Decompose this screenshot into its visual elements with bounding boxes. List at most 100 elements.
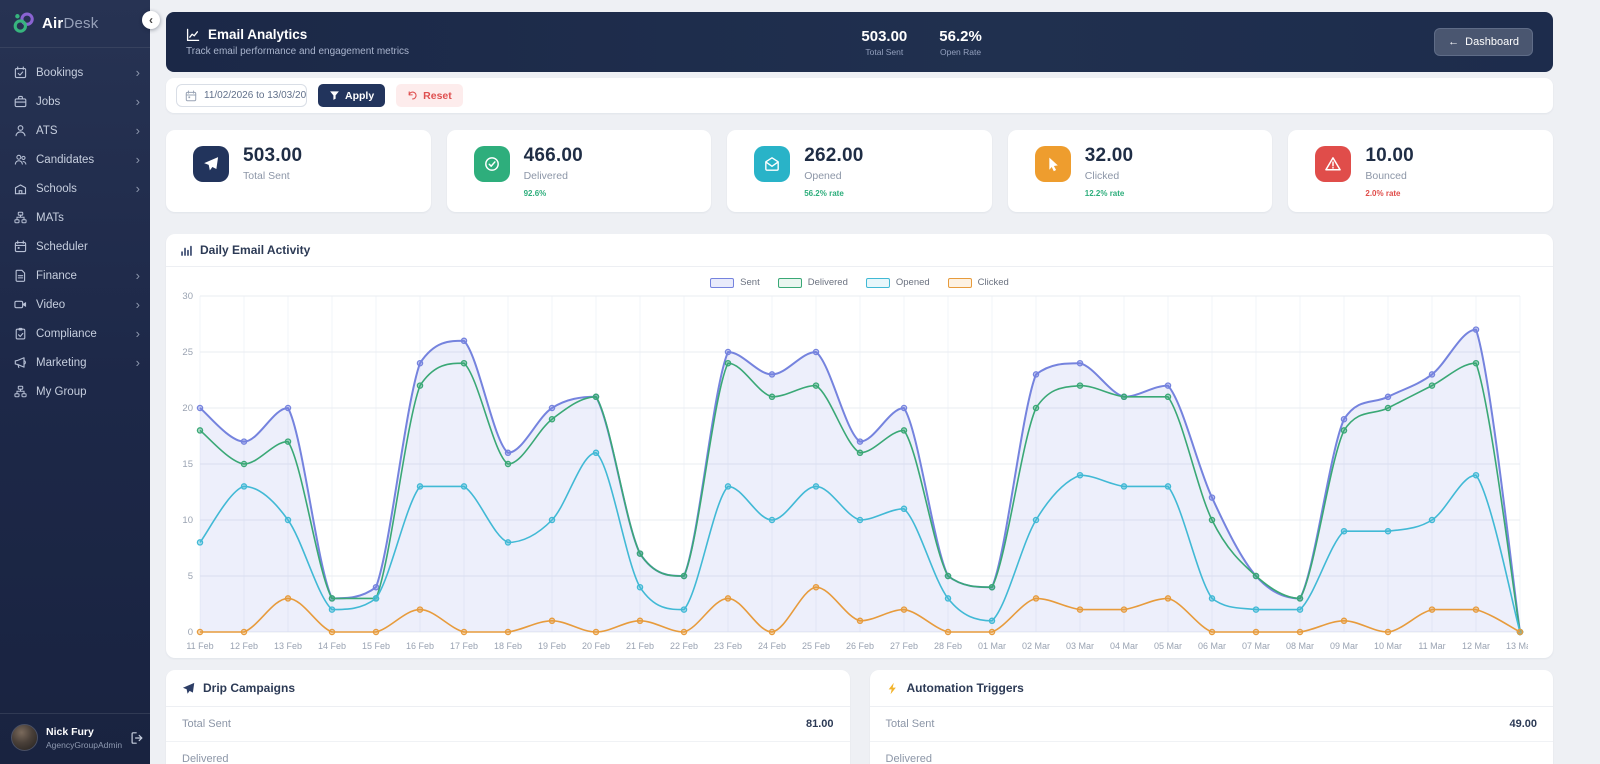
video-icon xyxy=(14,298,27,311)
stat-rate: 12.2% rate xyxy=(1084,189,1125,198)
chart-line-icon xyxy=(186,28,200,42)
sidebar-item-compliance[interactable]: Compliance › xyxy=(0,319,150,348)
sidebar-item-label: MATs xyxy=(36,211,64,224)
user-name: Nick Fury xyxy=(46,725,94,738)
users-icon xyxy=(14,153,27,166)
svg-text:25: 25 xyxy=(182,347,193,358)
reset-button[interactable]: Reset xyxy=(396,84,463,107)
svg-text:06 Mar: 06 Mar xyxy=(1198,641,1226,651)
panel-row-label: Total Sent xyxy=(885,718,935,730)
svg-text:21 Feb: 21 Feb xyxy=(626,641,654,651)
sidebar-item-label: Marketing xyxy=(36,356,87,369)
svg-text:13 Mar: 13 Mar xyxy=(1506,641,1528,651)
panel-row-label: Delivered xyxy=(885,753,932,764)
svg-text:5: 5 xyxy=(188,571,193,582)
dashboard-button[interactable]: ← Dashboard xyxy=(1434,28,1533,56)
user-role: AgencyGroupAdmin xyxy=(46,739,123,750)
calendar-icon xyxy=(185,90,197,102)
sidebar-item-jobs[interactable]: Jobs › xyxy=(0,87,150,116)
svg-text:24 Feb: 24 Feb xyxy=(758,641,786,651)
svg-text:28 Feb: 28 Feb xyxy=(934,641,962,651)
panel-drip-campaigns: Drip Campaigns Total Sent 81.00 Delivere… xyxy=(166,670,850,764)
page-header: Email Analytics Track email performance … xyxy=(166,12,1553,72)
header-stat-total-sent: 503.00 Total Sent xyxy=(861,28,907,57)
panel-row-label: Delivered xyxy=(182,753,229,764)
megaphone-icon xyxy=(14,356,27,369)
daily-email-activity-chart: 0 5 10 15 20 25 30 11 Feb 12 Feb 13 Feb 14 Feb 15 F… xyxy=(182,291,1528,651)
sign-out-icon[interactable] xyxy=(130,731,144,745)
envelope-open-icon xyxy=(754,146,791,182)
svg-text:12 Feb: 12 Feb xyxy=(230,641,258,651)
legend-item-clicked[interactable]: Clicked xyxy=(947,277,1009,288)
clipboard-check-icon xyxy=(14,327,27,340)
svg-text:30: 30 xyxy=(182,291,193,302)
paper-plane-icon xyxy=(182,682,195,695)
stat-cards-row: 503.00 Total Sent 466.00 Delivered 92.6%… xyxy=(166,130,1553,212)
sidebar-item-scheduler[interactable]: Scheduler xyxy=(0,232,150,261)
calendar-check-icon xyxy=(14,66,27,79)
sidebar-item-my-group[interactable]: My Group xyxy=(0,377,150,406)
stat-value: 262.00 xyxy=(804,145,864,166)
sidebar-collapse-button[interactable]: ‹ xyxy=(142,11,160,29)
svg-text:15 Feb: 15 Feb xyxy=(362,641,390,651)
sidebar-item-marketing[interactable]: Marketing › xyxy=(0,348,150,377)
legend-item-delivered[interactable]: Delivered xyxy=(777,277,848,288)
svg-text:13 Feb: 13 Feb xyxy=(274,641,302,651)
legend-swatch xyxy=(947,277,972,288)
header-stat-label: Total Sent xyxy=(865,46,904,57)
header-stat-label: Open Rate xyxy=(939,46,982,57)
chevron-right-icon: › xyxy=(135,123,140,138)
chevron-right-icon: › xyxy=(135,297,140,312)
sidebar-item-bookings[interactable]: Bookings › xyxy=(0,58,150,87)
chevron-right-icon: › xyxy=(135,355,140,370)
legend-label: Delivered xyxy=(807,277,848,288)
svg-text:26 Feb: 26 Feb xyxy=(846,641,874,651)
header-stats: 503.00 Total Sent 56.2% Open Rate xyxy=(409,28,1434,57)
svg-text:04 Mar: 04 Mar xyxy=(1110,641,1138,651)
sidebar-item-video[interactable]: Video › xyxy=(0,290,150,319)
sidebar-item-label: Jobs xyxy=(36,95,61,108)
legend-swatch xyxy=(777,277,802,288)
svg-text:08 Mar: 08 Mar xyxy=(1286,641,1314,651)
sidebar-user: Nick Fury AgencyGroupAdmin xyxy=(0,713,150,764)
apply-button[interactable]: Apply xyxy=(318,84,386,107)
sidebar-nav: Bookings › Jobs › ATS › Candidates › Schools › MAT… xyxy=(0,48,150,713)
sidebar-item-mats[interactable]: MATs xyxy=(0,203,150,232)
panel-row-label: Total Sent xyxy=(182,718,231,730)
sidebar-item-finance[interactable]: Finance › xyxy=(0,261,150,290)
sidebar-item-schools[interactable]: Schools › xyxy=(0,174,150,203)
sidebar-item-label: Scheduler xyxy=(36,240,88,253)
svg-text:12 Mar: 12 Mar xyxy=(1462,641,1490,651)
stat-value: 32.00 xyxy=(1084,145,1134,166)
svg-text:18 Feb: 18 Feb xyxy=(494,641,522,651)
sidebar-item-candidates[interactable]: Candidates › xyxy=(0,145,150,174)
legend-item-opened[interactable]: Opened xyxy=(865,277,930,288)
panel-automation-triggers: Automation Triggers Total Sent 49.00 Del… xyxy=(869,670,1553,764)
chevron-right-icon: › xyxy=(135,94,140,109)
sidebar: AirDesk Bookings › Jobs › ATS › Candidates › Sch… xyxy=(0,0,150,764)
stat-card-opened: 262.00 Opened 56.2% rate xyxy=(727,130,992,212)
svg-text:03 Mar: 03 Mar xyxy=(1066,641,1094,651)
filter-bar: 11/02/2026 to 13/03/20.. Apply Reset xyxy=(166,78,1553,113)
sidebar-item-label: Schools xyxy=(36,182,77,195)
legend-label: Clicked xyxy=(977,277,1009,288)
stat-label: Clicked xyxy=(1084,170,1120,182)
stat-card-clicked: 32.00 Clicked 12.2% rate xyxy=(1007,130,1273,212)
header-stat-value: 56.2% xyxy=(939,27,982,45)
stat-value: 503.00 xyxy=(243,145,303,166)
app-logo: AirDesk xyxy=(0,0,150,48)
header-stat-open-rate: 56.2% Open Rate xyxy=(939,28,982,57)
legend-item-sent[interactable]: Sent xyxy=(710,277,760,288)
chart-title: Daily Email Activity xyxy=(200,243,311,257)
svg-text:10 Mar: 10 Mar xyxy=(1374,641,1402,651)
chevron-right-icon: › xyxy=(135,326,140,341)
sidebar-item-ats[interactable]: ATS › xyxy=(0,116,150,145)
svg-text:23 Feb: 23 Feb xyxy=(714,641,742,651)
brand-name: AirDesk xyxy=(42,14,99,32)
date-range-input[interactable]: 11/02/2026 to 13/03/20.. xyxy=(176,84,307,107)
svg-text:11 Mar: 11 Mar xyxy=(1418,641,1445,651)
panel-title: Automation Triggers xyxy=(906,681,1024,695)
svg-text:16 Feb: 16 Feb xyxy=(406,641,434,651)
sidebar-item-label: Candidates xyxy=(36,153,95,166)
stat-card-total-sent: 503.00 Total Sent xyxy=(166,130,431,212)
